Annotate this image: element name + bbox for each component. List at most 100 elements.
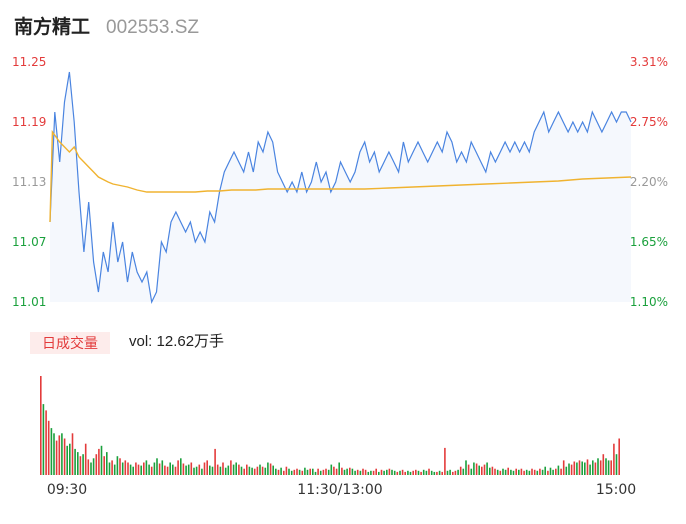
volume-bar [388,468,391,475]
volume-bar [137,464,140,475]
y-tick-left: 11.19 [12,115,46,129]
volume-bar [129,464,132,475]
volume-bar [531,468,533,475]
volume-bar [306,469,309,475]
volume-bar [222,462,224,475]
volume-bar [499,470,502,475]
volume-bar [100,445,103,475]
volume-bar [444,447,446,475]
volume-bar [409,471,412,475]
volume-bar [53,433,55,475]
volume-bar [195,466,198,475]
volume-bar [206,460,208,475]
volume-bar [319,470,322,475]
volume-bar [362,468,364,475]
volume-bar [536,470,539,475]
volume-bar [528,470,531,475]
volume-bar [82,454,84,475]
volume-bar [613,443,615,475]
volume-bar [343,469,346,475]
volume-bar [560,468,562,475]
y-tick-right: 1.10% [630,295,668,309]
x-tick-label: 15:00 [596,482,636,498]
volume-bar [79,456,82,475]
price-area [50,72,631,302]
volume-bar [386,469,388,475]
volume-bar [520,468,523,475]
volume-bar [50,428,53,475]
volume-bar [396,471,399,475]
volume-bar [235,462,237,475]
volume-bar [127,462,129,475]
volume-bar [555,468,557,475]
volume-bar [259,464,261,475]
volume-bar [356,469,359,475]
volume-bar [525,469,528,475]
volume-bar [150,466,153,475]
volume-bar [290,470,293,475]
volume-bar [119,458,121,475]
volume-bar [219,466,222,475]
volume-bar [449,469,451,475]
volume-bar [475,463,478,475]
volume-bar [182,463,185,475]
volume-bar [425,470,428,475]
volume-bar [240,466,243,475]
volume-bar [489,467,491,475]
volume-bar [272,465,274,475]
volume-bar [393,470,396,475]
volume-bar [494,468,496,475]
x-tick-label: 09:30 [47,482,87,498]
volume-bar [454,470,457,475]
volume-bar [383,470,385,475]
average-series-line [49,129,632,223]
volume-bar [364,469,367,475]
volume-bar [232,464,235,475]
volume-bar [185,465,187,475]
volume-bar [193,467,195,475]
volume-bar [399,470,401,475]
volume-bar [211,466,214,475]
volume-bar [298,469,301,475]
volume-bar [164,465,166,475]
volume-bar [145,460,148,475]
volume-bar [296,468,298,475]
volume-bar [198,464,201,475]
volume-bar [174,466,177,475]
volume-bar [224,467,227,475]
volume-bar [496,469,499,475]
volume-bar [481,466,483,475]
volume-bar [71,433,74,475]
volume-bar [478,465,480,475]
volume-bar [285,466,288,475]
volume-bar [95,454,98,475]
volume-bar [153,462,156,475]
y-axis-left: 11.25 11.19 11.13 11.07 11.01 [12,55,46,309]
volume-bar [132,466,134,475]
volume-bar [438,470,441,475]
volume-bar [335,468,338,475]
volume-bar [280,467,282,475]
volume-bar [570,464,573,475]
volume-bar [277,469,280,475]
volume-bar [599,460,602,475]
volume-bar [401,469,404,475]
price-area-fill [50,72,631,302]
volume-bar [592,460,594,475]
volume-bar [158,463,161,475]
volume-bar [459,466,462,475]
x-axis: 09:30 11:30/13:00 15:00 [47,482,636,498]
volume-bar [148,464,150,475]
volume-bar [190,462,193,475]
stock-code: 002553.SZ [106,17,199,38]
average-line [49,129,632,223]
volume-bar [156,458,158,475]
volume-bar [452,471,454,475]
volume-bar [288,468,290,475]
volume-bar [248,466,251,475]
volume-bar [275,468,277,475]
volume-bar [462,468,465,475]
volume-bar [544,466,546,475]
stock-header: 南方精工 002553.SZ [14,12,199,40]
volume-bar [84,443,87,475]
